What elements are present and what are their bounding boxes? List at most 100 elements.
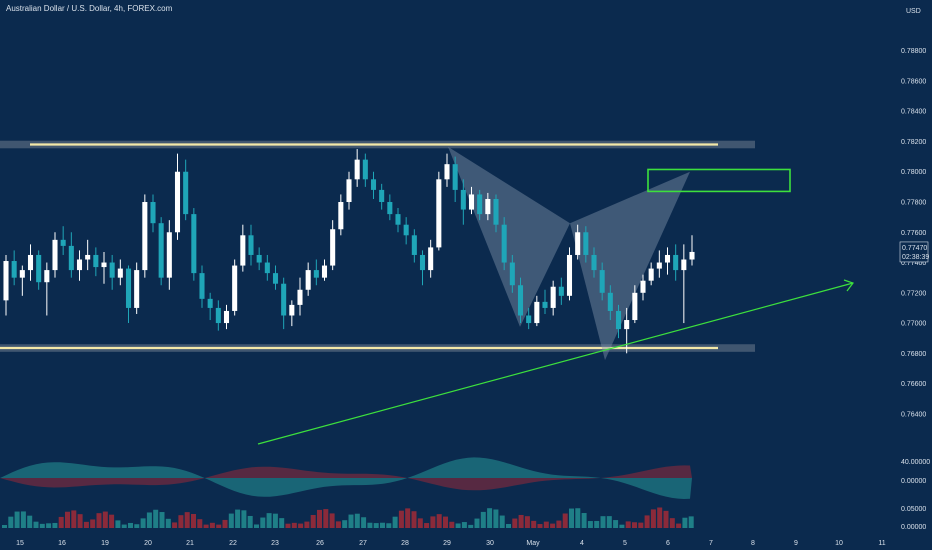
x-tick-18: 9 bbox=[794, 540, 798, 547]
pattern-triangle-1 bbox=[448, 146, 570, 327]
volume-bar-50 bbox=[317, 509, 322, 528]
candle-body-31 bbox=[256, 254, 262, 263]
volume-bar-55 bbox=[348, 514, 354, 528]
y-tick-8: 0.77200 bbox=[901, 290, 926, 297]
x-tick-14: 5 bbox=[623, 540, 627, 547]
candle-body-32 bbox=[264, 262, 270, 274]
candle-body-42 bbox=[346, 179, 352, 203]
candle-body-66 bbox=[542, 301, 548, 308]
volume-bar-96 bbox=[606, 516, 612, 528]
volume-bar-26 bbox=[165, 518, 171, 528]
volume-bar-53 bbox=[335, 521, 341, 528]
volume-bar-107 bbox=[676, 523, 682, 528]
volume-bar-73 bbox=[461, 522, 467, 528]
volume-bar-51 bbox=[323, 509, 329, 528]
oscillator-signal-area bbox=[0, 465, 692, 491]
y-tick-11: 0.76600 bbox=[901, 381, 926, 388]
x-tick-15: 6 bbox=[666, 540, 670, 547]
x-tick-9: 28 bbox=[401, 540, 409, 547]
volume-bar-97 bbox=[613, 520, 619, 528]
candle-body-30 bbox=[248, 235, 254, 255]
candle-body-84 bbox=[689, 251, 695, 260]
volume-tick-1: 0.00000 bbox=[901, 524, 926, 531]
y-tick-12: 0.76400 bbox=[901, 411, 926, 418]
candle-body-59 bbox=[485, 198, 491, 215]
currency-label: USD bbox=[906, 8, 921, 15]
candle-body-44 bbox=[362, 159, 368, 180]
candle-body-26 bbox=[215, 307, 221, 324]
candle-body-82 bbox=[673, 254, 679, 271]
drawings bbox=[257, 168, 854, 445]
y-tick-2: 0.78400 bbox=[901, 109, 926, 116]
volume-bar-66 bbox=[417, 518, 423, 528]
volume-bar-19 bbox=[121, 524, 127, 528]
volume-bar-84 bbox=[531, 520, 537, 528]
axis-background bbox=[880, 0, 932, 550]
candle-body-16 bbox=[134, 270, 140, 308]
volume-bar-11 bbox=[71, 510, 77, 528]
y-tick-3: 0.78200 bbox=[901, 139, 926, 146]
volume-bar-3 bbox=[20, 511, 26, 528]
volume-bar-5 bbox=[33, 521, 39, 528]
volume-bar-59 bbox=[373, 523, 379, 528]
volume-bar-101 bbox=[638, 522, 644, 528]
y-tick-6: 0.77600 bbox=[901, 230, 926, 237]
volume-bar-48 bbox=[304, 521, 310, 528]
candle-body-80 bbox=[656, 262, 662, 269]
volume-tick-0: 0.05000 bbox=[901, 506, 926, 513]
volume-bar-54 bbox=[342, 520, 348, 528]
volume-bar-69 bbox=[436, 514, 442, 528]
volume-bar-36 bbox=[228, 513, 234, 528]
candle-body-6 bbox=[52, 239, 58, 271]
trend-arrow-icon bbox=[843, 279, 854, 292]
x-tick-1: 16 bbox=[58, 540, 66, 547]
volume-bar-16 bbox=[102, 511, 108, 528]
volume-bar-65 bbox=[411, 511, 417, 528]
volume-bar-106 bbox=[669, 518, 675, 528]
volume-bar-80 bbox=[506, 524, 511, 528]
volume-bar-87 bbox=[550, 523, 556, 528]
x-tick-3: 20 bbox=[144, 540, 152, 547]
y-tick-7: 0.77400 bbox=[901, 260, 926, 267]
volume-bar-46 bbox=[291, 522, 297, 528]
volume-bar-38 bbox=[241, 510, 247, 528]
volume-bar-20 bbox=[128, 522, 133, 528]
candle-body-77 bbox=[632, 292, 638, 321]
price-axis: USD 0.78800 0.78600 0.78400 0.78200 0.78000 0.… bbox=[880, 0, 932, 550]
y-tick-5: 0.77800 bbox=[901, 200, 926, 207]
volume-bar-74 bbox=[468, 524, 474, 528]
candle-body-10 bbox=[85, 254, 91, 260]
volume-bar-10 bbox=[65, 511, 70, 528]
volume-bar-27 bbox=[172, 522, 178, 528]
candle-body-63 bbox=[517, 285, 524, 316]
candle-body-15 bbox=[125, 268, 132, 308]
volume-bar-34 bbox=[216, 524, 222, 528]
candle-body-56 bbox=[460, 189, 466, 210]
volume-bar-78 bbox=[493, 509, 499, 528]
candle-body-36 bbox=[297, 289, 303, 305]
y-tick-4: 0.78000 bbox=[901, 169, 926, 176]
target-zone-box bbox=[647, 168, 791, 193]
volume-bar-47 bbox=[298, 523, 304, 528]
candle-body-45 bbox=[370, 179, 377, 190]
volume-bar-92 bbox=[581, 513, 587, 528]
candle-body-53 bbox=[436, 179, 442, 248]
x-tick-17: 8 bbox=[751, 540, 755, 547]
candle-body-83 bbox=[681, 259, 687, 271]
volume-bar-90 bbox=[569, 508, 574, 528]
volume-bar-44 bbox=[279, 518, 285, 528]
candle-body-35 bbox=[289, 304, 295, 316]
candles bbox=[3, 149, 695, 354]
candle-body-7 bbox=[60, 239, 66, 246]
volume-bar-62 bbox=[392, 516, 398, 528]
y-tick-0: 0.78800 bbox=[901, 48, 926, 55]
volume-bar-104 bbox=[657, 507, 663, 528]
volume-bar-100 bbox=[632, 522, 637, 528]
candle-body-41 bbox=[338, 202, 344, 230]
candle-body-47 bbox=[387, 202, 393, 215]
x-tick-13: 4 bbox=[580, 540, 584, 547]
volume-bar-86 bbox=[543, 521, 549, 528]
volume-bar-30 bbox=[191, 513, 196, 528]
candle-body-1 bbox=[11, 261, 17, 278]
